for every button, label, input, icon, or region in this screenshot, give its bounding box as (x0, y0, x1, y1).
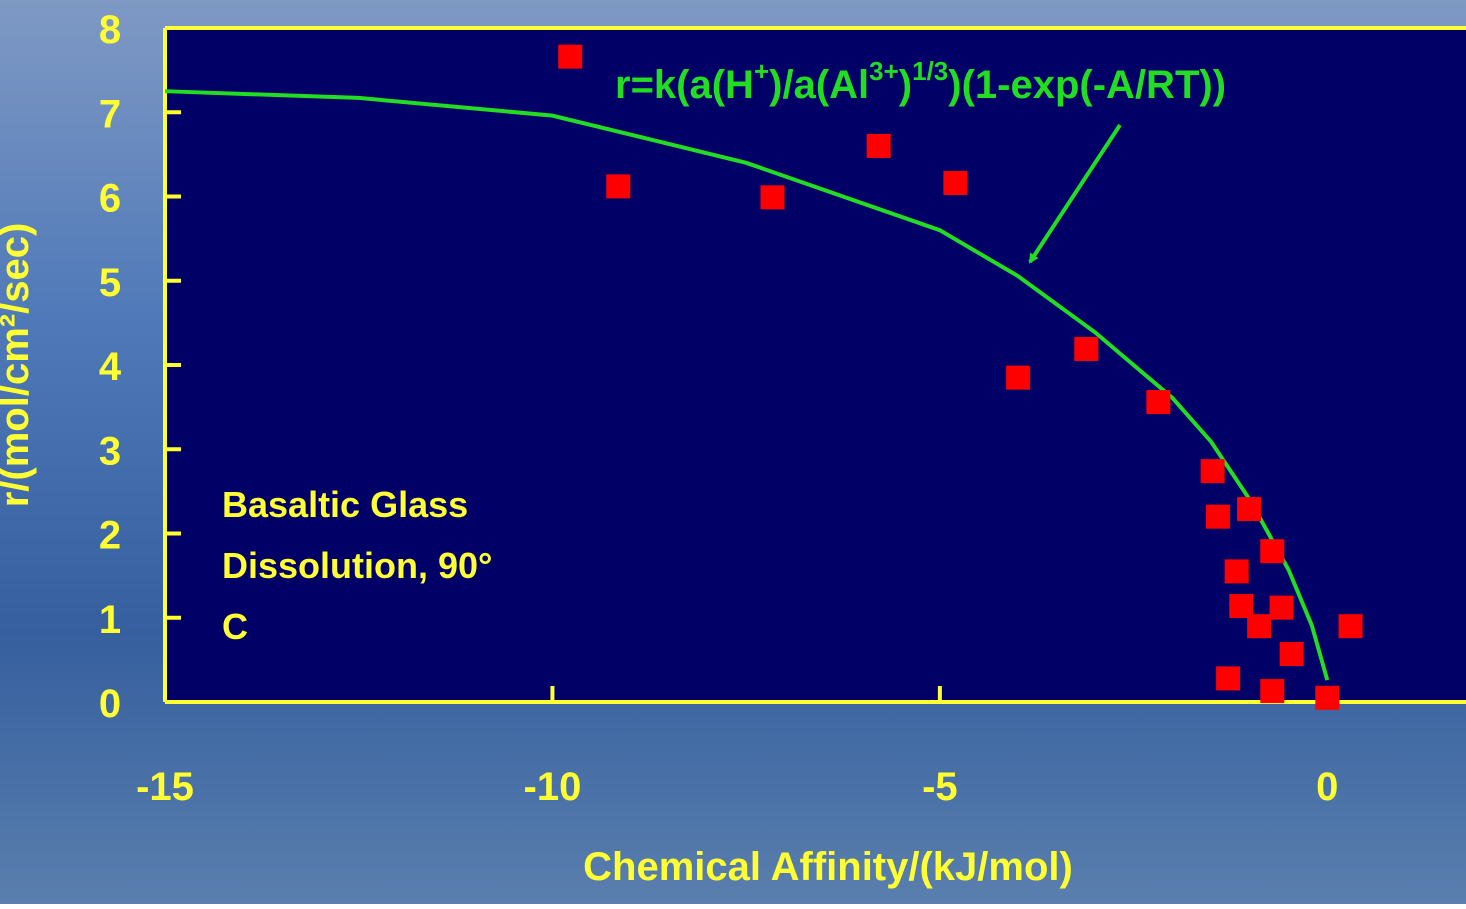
equation-part: )(1-exp(-A/RT)) (948, 63, 1226, 107)
y-tick-label: 7 (99, 92, 121, 136)
y-tick-label: 6 (99, 177, 121, 221)
arrow (1028, 123, 1122, 264)
data-point (558, 44, 583, 69)
equation-part: 1/3 (912, 56, 948, 86)
data-point (1338, 614, 1363, 639)
annotation-line: Dissolution, 90° (222, 545, 492, 586)
data-point (1260, 539, 1285, 564)
data-point (866, 133, 891, 158)
fit-curve (164, 89, 1330, 681)
equation-part: + (754, 56, 769, 86)
data-point (1146, 390, 1171, 415)
data-point (606, 174, 631, 199)
equation-part: )/a(Al (769, 63, 869, 107)
y-tick-label: 5 (99, 261, 121, 305)
data-point (1216, 666, 1241, 691)
data-point (760, 185, 785, 210)
y-tick-label: 0 (99, 682, 121, 726)
data-point (1200, 459, 1225, 484)
plot-area (165, 28, 1466, 702)
data-point (1006, 365, 1031, 390)
x-tick-label: -10 (524, 765, 582, 809)
annotation-line: C (222, 606, 248, 647)
annotation: Basaltic Glass Dissolution, 90° C (222, 484, 492, 647)
equation-part: r=k(a(H (615, 63, 754, 107)
data-point (1269, 595, 1294, 620)
y-tick-label: 3 (99, 429, 121, 473)
x-tick-label: -5 (922, 765, 958, 809)
data-point (1224, 559, 1249, 584)
y-tick-label: 1 (99, 598, 121, 642)
y-tick-label: 8 (99, 8, 121, 52)
data-point (1237, 497, 1262, 522)
data-point (1074, 336, 1099, 361)
data-point (1260, 679, 1285, 704)
data-point (1315, 685, 1340, 710)
equation-part: 3+ (869, 56, 899, 86)
y-tick-label: 2 (99, 514, 121, 558)
y-tick-label: 4 (99, 345, 122, 389)
data-point (943, 171, 968, 196)
x-axis-label: Chemical Affinity/(kJ/mol) (583, 845, 1073, 889)
x-tick-label: -15 (136, 765, 194, 809)
data-point (1206, 504, 1231, 529)
equation: r=k(a(H+)/a(Al3+)1/3)(1-exp(-A/RT)) (615, 56, 1226, 107)
equation-part: ) (899, 63, 912, 107)
annotation-line: Basaltic Glass (222, 484, 468, 525)
data-point (1247, 614, 1272, 639)
data-point (1229, 593, 1254, 618)
data-point (1279, 641, 1304, 666)
y-axis-label: r/(mol/cm²/sec) (0, 223, 37, 508)
x-tick-label: 0 (1316, 765, 1338, 809)
